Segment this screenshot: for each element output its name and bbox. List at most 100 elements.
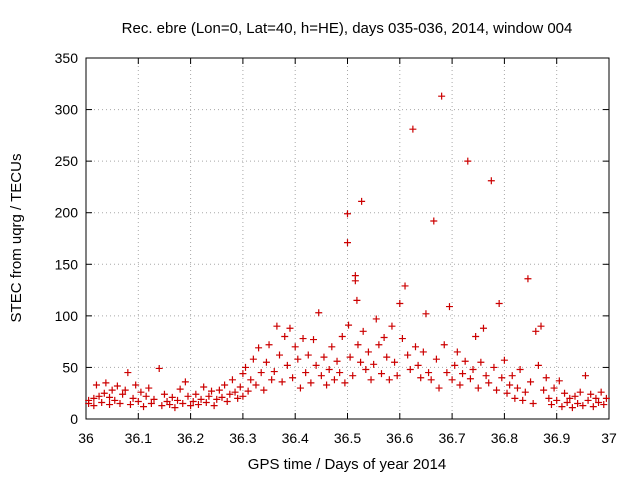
data-point [296, 384, 304, 392]
data-point [576, 388, 584, 396]
data-point [315, 309, 323, 317]
data-point [90, 402, 98, 410]
data-point [459, 370, 467, 378]
data-point [312, 361, 320, 369]
data-point [490, 363, 498, 371]
data-point [286, 324, 294, 332]
data-point [385, 376, 393, 384]
data-point [464, 157, 472, 165]
data-point [425, 369, 433, 377]
x-tick-label: 37 [601, 430, 617, 446]
data-point [534, 361, 542, 369]
data-point [574, 400, 582, 408]
x-tick-label: 36.9 [543, 430, 570, 446]
data-point [485, 379, 493, 387]
data-point [291, 343, 299, 351]
data-point [95, 392, 103, 400]
data-point [545, 394, 553, 402]
data-point [325, 365, 333, 373]
data-point [351, 277, 359, 285]
data-point [427, 376, 435, 384]
data-point [566, 394, 574, 402]
data-point [121, 386, 129, 394]
data-point [600, 401, 608, 409]
data-point [398, 335, 406, 343]
data-point [244, 387, 252, 395]
data-point [231, 388, 239, 396]
data-point [249, 355, 257, 363]
data-point [174, 396, 182, 404]
data-point [268, 376, 276, 384]
data-point [126, 401, 134, 409]
data-point [532, 327, 540, 335]
data-point [521, 388, 529, 396]
data-point [150, 395, 158, 403]
data-point [537, 322, 545, 330]
data-point [192, 390, 200, 398]
data-point [364, 348, 372, 356]
data-point [168, 393, 176, 401]
data-point [357, 358, 365, 366]
ticks: 36 36.1 36.2 36.3 36.4 36.5 36.6 36.7 36.8 36.9 37… [55, 50, 617, 446]
data-point [346, 353, 354, 361]
data-point [252, 381, 260, 389]
data-point [372, 315, 380, 323]
data-point [341, 379, 349, 387]
data-point [142, 392, 150, 400]
data-point [265, 341, 273, 349]
data-point [98, 398, 106, 406]
data-point [304, 351, 312, 359]
data-point [597, 388, 605, 396]
data-point [124, 369, 132, 377]
data-point [176, 385, 184, 393]
data-point [579, 402, 587, 410]
data-point [550, 384, 558, 392]
data-point [320, 353, 328, 361]
data-point [85, 396, 93, 404]
data-point [495, 299, 503, 307]
data-point [270, 368, 278, 376]
data-point [367, 376, 375, 384]
data-point [218, 393, 226, 401]
y-tick-label: 250 [55, 153, 79, 169]
data-point [181, 378, 189, 386]
data-point [276, 351, 284, 359]
data-point [383, 353, 391, 361]
x-axis-label: GPS time / Days of year 2014 [248, 456, 446, 473]
data-point [587, 390, 595, 398]
data-point [592, 394, 600, 402]
data-point [333, 357, 341, 365]
data-point [215, 386, 223, 394]
data-point [581, 372, 589, 380]
data-point [430, 217, 438, 225]
data-point [419, 348, 427, 356]
data-point [134, 397, 142, 405]
data-point [111, 396, 119, 404]
data-point [278, 378, 286, 386]
y-axis-label: STEC from uqrg / TECUs [8, 154, 25, 323]
data-point [184, 392, 192, 400]
x-tick-label: 36.8 [491, 430, 518, 446]
data-point [362, 365, 370, 373]
data-point [336, 369, 344, 377]
data-point [474, 384, 482, 392]
data-point [116, 400, 124, 408]
data-point [527, 378, 535, 386]
data-point [208, 387, 216, 395]
data-point [511, 394, 519, 402]
data-point [155, 364, 163, 372]
data-point [221, 381, 229, 389]
data-point [558, 403, 566, 411]
data-point [189, 397, 197, 405]
data-point [435, 384, 443, 392]
data-point [542, 374, 550, 382]
data-point [273, 322, 281, 330]
data-point [302, 369, 310, 377]
data-point [498, 374, 506, 382]
data-point [106, 393, 114, 401]
data-point [513, 384, 521, 392]
y-tick-label: 0 [70, 411, 78, 427]
data-point [477, 358, 485, 366]
data-point [239, 370, 247, 378]
data-point [503, 389, 511, 397]
